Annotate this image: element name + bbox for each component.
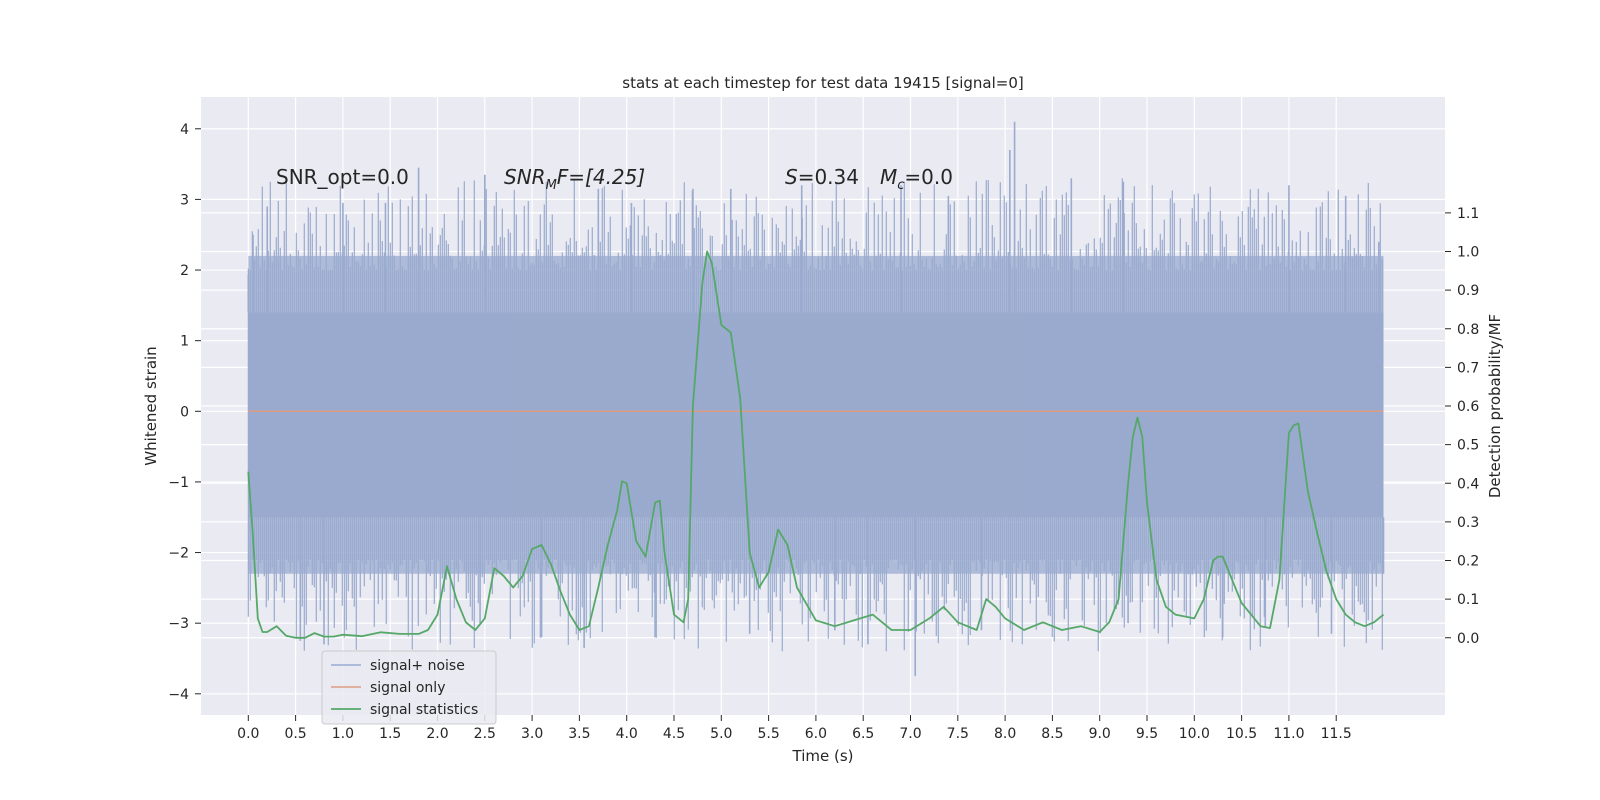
y2-axis-title: Detection probability/MF [1486,314,1504,498]
y2-tick-label: 0.0 [1457,631,1479,647]
annotation-s-symbol: S [785,165,798,189]
y-tick-label: 1 [180,334,189,350]
annotation-snr-opt: SNR_opt=0.0 [276,165,409,189]
y2-tick-label: 0.2 [1457,554,1479,570]
y-tick-label: 2 [180,263,189,279]
x-tick-label: 8.5 [1041,726,1063,742]
x-axis-title: Time (s) [792,747,854,765]
signal-statistics-line [247,250,1385,639]
annotation-s-value: =0.34 [798,165,859,189]
y2-tick-label: 0.4 [1457,476,1479,492]
y2-tick-label: 0.5 [1457,438,1479,454]
x-tick-label: 9.5 [1136,726,1158,742]
y2-tick-label: 0.3 [1457,515,1479,531]
x-tick-label: 7.0 [899,726,921,742]
legend: signal+ noise signal only signal statist… [321,650,497,725]
y2-tick-label: 0.8 [1457,322,1479,338]
x-tick-label: 1.0 [332,726,354,742]
legend-box [321,650,497,725]
x-tick-label: 9.0 [1089,726,1111,742]
x-tick-label: 3.0 [521,726,543,742]
y2-tick-label: 0.7 [1457,360,1479,376]
x-tick-label: 2.5 [474,726,496,742]
x-tick-label: 4.5 [663,726,685,742]
x-tick-label: 6.5 [852,726,874,742]
annotation-snr-mf-value: F=[4.25] [557,165,645,189]
legend-label-signal-only: signal only [370,680,445,696]
annotation-snr-mf-subscript: M [546,178,557,193]
x-tick-label: 10.0 [1179,726,1210,742]
annotation-mc-subscript: c [897,178,904,193]
y-axis-title: Whitened strain [142,346,160,465]
y2-tick-label: 1.0 [1457,245,1479,261]
legend-label-signal-statistics: signal statistics [370,702,478,718]
annotation-snr-mf: SNRMF=[4.25] [504,165,645,193]
y2-tick-label: 0.6 [1457,399,1479,415]
x-tick-label: 5.0 [710,726,732,742]
x-tick-label: 5.5 [757,726,779,742]
y-tick-label: 0 [180,404,189,420]
chart-title: stats at each timestep for test data 194… [622,74,1023,92]
y2-tick-label: 1.1 [1457,206,1479,222]
x-tick-label: 0.0 [237,726,259,742]
x-tick-label: 11.5 [1321,726,1352,742]
x-tick-label: 7.5 [947,726,969,742]
annotation-mc-value: =0.0 [904,165,953,189]
x-tick-label: 3.5 [568,726,590,742]
series-signal-noise [247,121,1385,677]
y2-tick-label: 0.9 [1457,283,1479,299]
annotation-s: S=0.34 [785,165,859,189]
x-tick-label: 2.0 [426,726,448,742]
legend-label-signal-noise: signal+ noise [370,658,465,674]
x-tick-label: 11.0 [1273,726,1304,742]
y-tick-label: 4 [180,122,189,138]
x-tick-label: 1.5 [379,726,401,742]
axis-ticks: 0.0 0.5 1.0 1.5 2.0 2.5 3.0 3.5 4.0 4.5 5.0 5.5 6.0 6… [168,122,1479,742]
x-tick-label: 8.0 [994,726,1016,742]
y-tick-label: 3 [180,192,189,208]
y2-tick-label: 0.1 [1457,592,1479,608]
y-tick-label: −4 [168,687,189,703]
y-tick-label: −3 [168,616,189,632]
x-tick-label: 4.0 [616,726,638,742]
annotation-mc: Mc=0.0 [880,165,953,193]
annotation-mc-symbol: M [880,165,897,189]
x-tick-label: 10.5 [1226,726,1257,742]
series-signal-statistics [247,250,1385,639]
x-tick-label: 0.5 [284,726,306,742]
x-tick-label: 6.0 [805,726,827,742]
annotation-snr-mf-symbol: SNR [504,165,546,189]
y-tick-label: −1 [168,475,189,491]
y-tick-label: −2 [168,546,189,562]
